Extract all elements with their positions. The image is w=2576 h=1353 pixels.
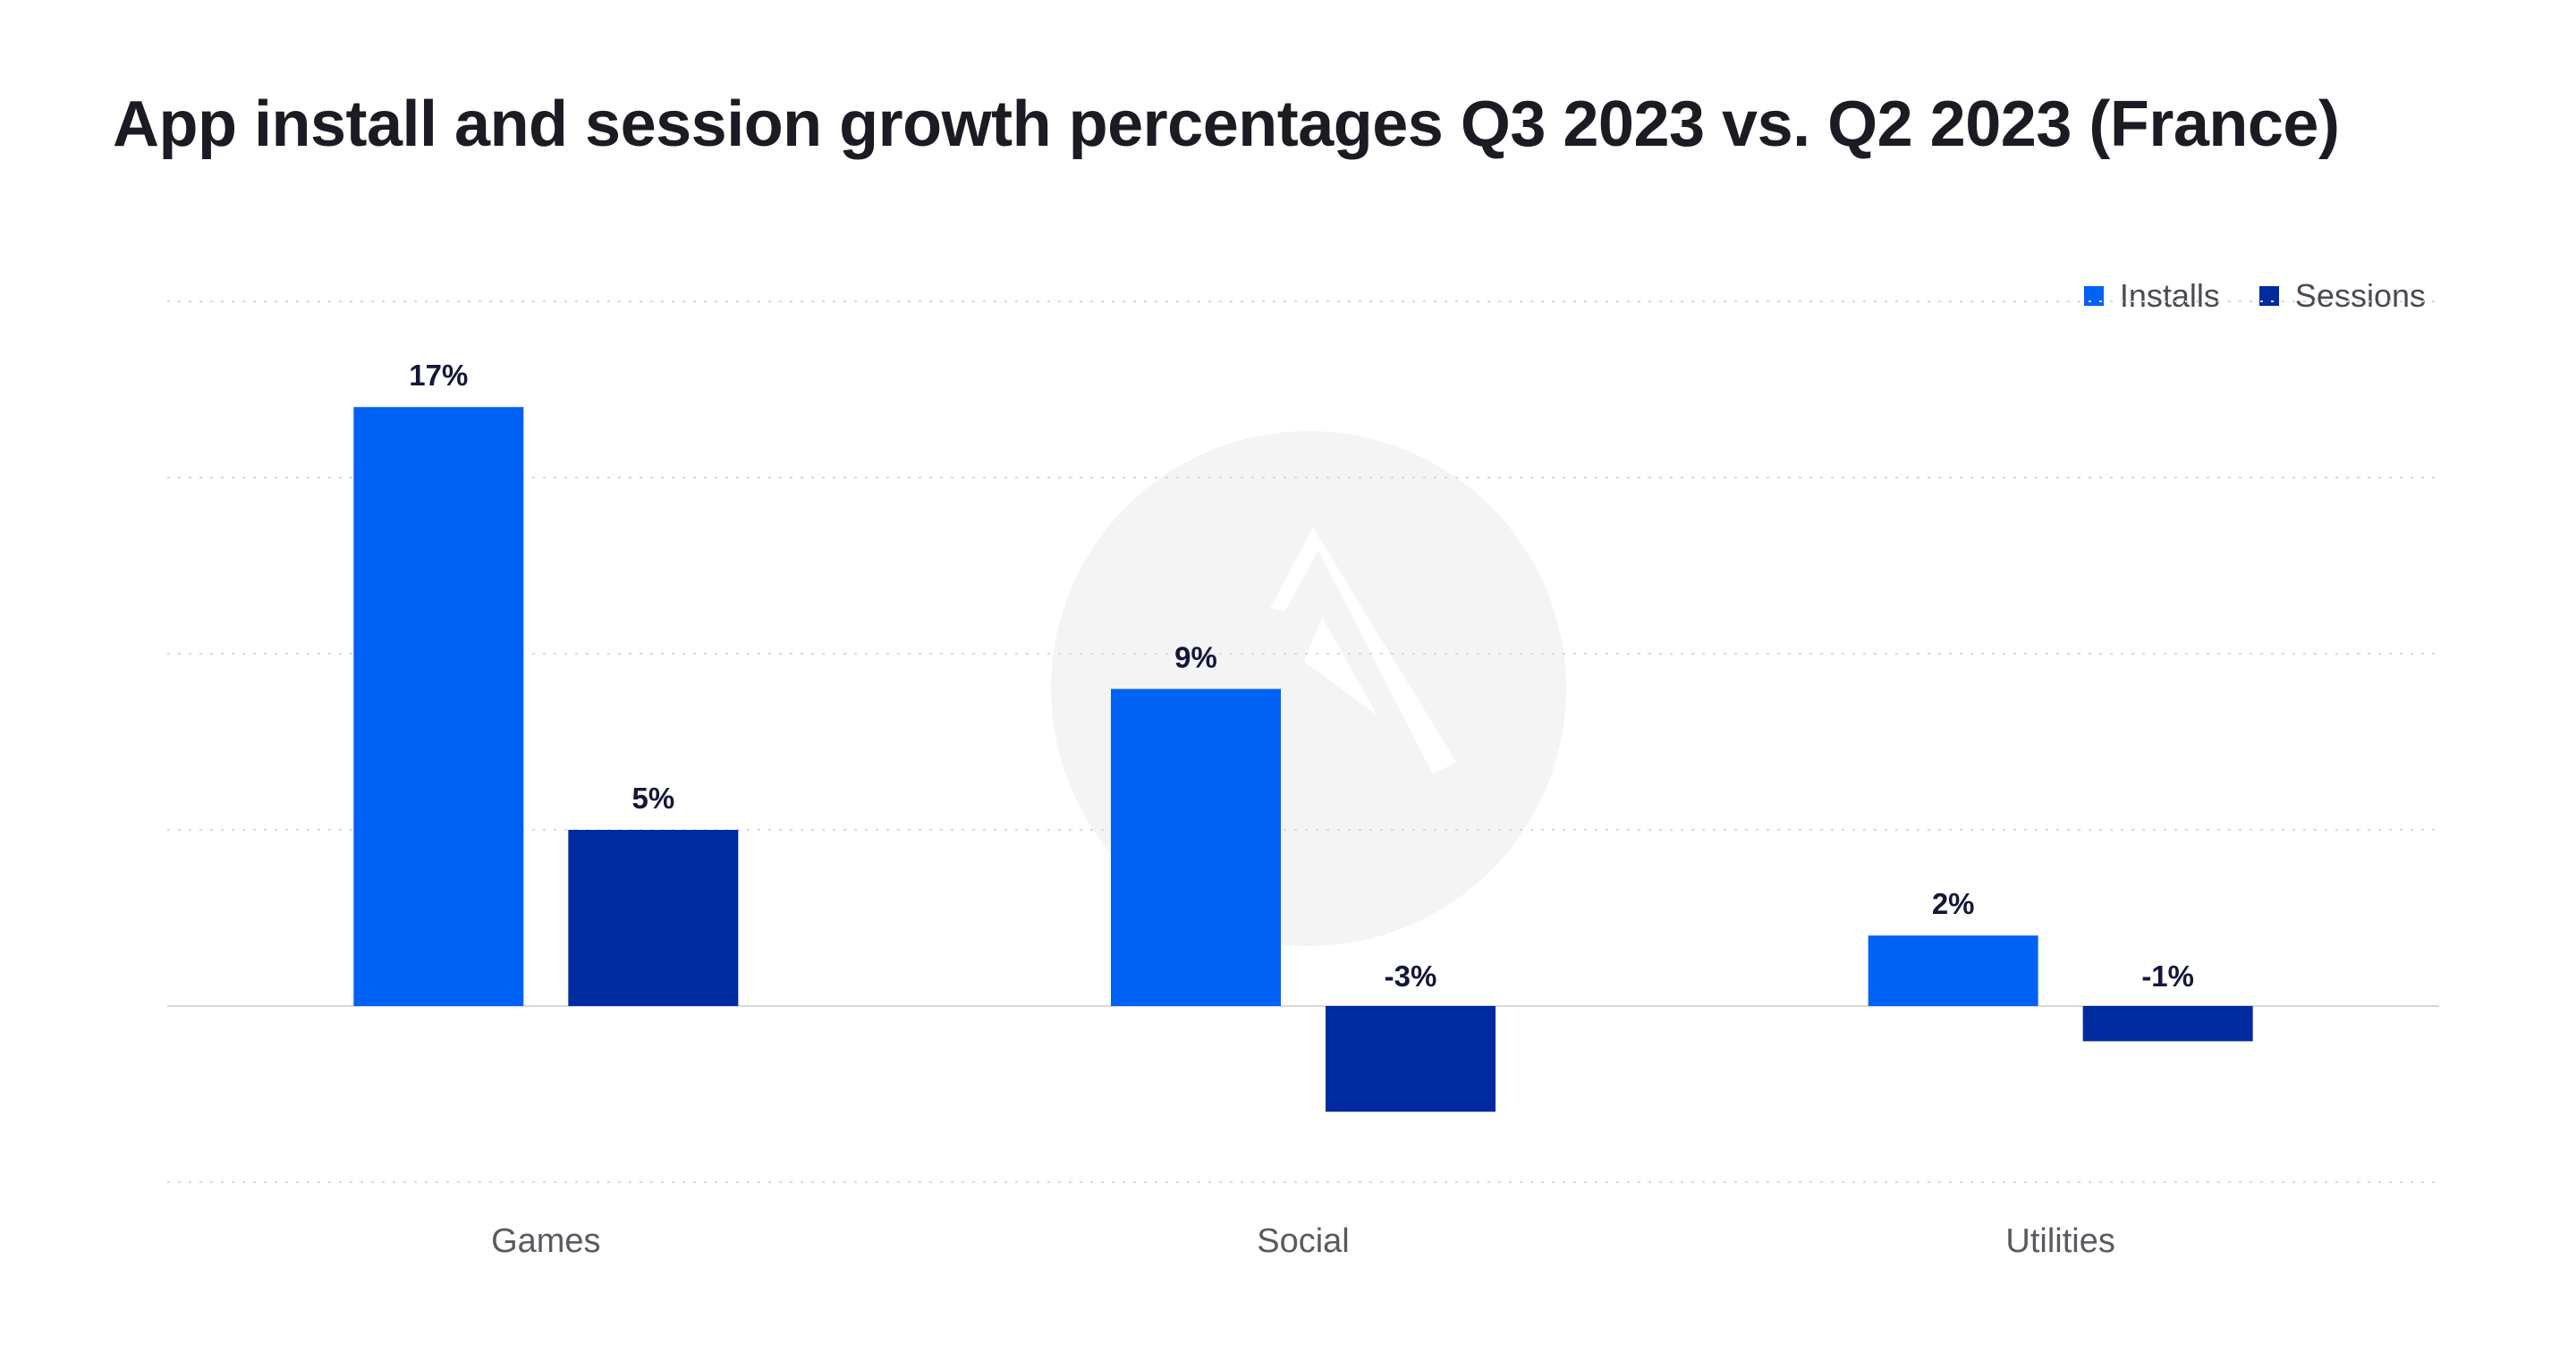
legend-swatch-sessions (2258, 286, 2279, 306)
legend-item-sessions: Sessions (2258, 277, 2426, 315)
bar-sessions-games (568, 830, 739, 1006)
data-label: 2% (1932, 887, 1975, 920)
x-tick-label: Utilities (2005, 1222, 2114, 1260)
gridlines (167, 300, 2439, 1183)
chart-legend: Installs Sessions (2083, 277, 2426, 315)
legend-label-installs: Installs (2119, 277, 2220, 314)
bar-installs-utilities (1868, 935, 2038, 1006)
x-axis-tick-labels: Games Social Utilities (491, 1222, 2115, 1260)
chart-title: App install and session growth percentag… (113, 89, 2340, 160)
data-label: -1% (2141, 960, 2194, 993)
bar-sessions-social (1326, 1006, 1496, 1112)
data-label: -3% (1385, 960, 1437, 993)
data-label: 5% (631, 782, 674, 815)
bar-installs-games (353, 407, 524, 1006)
data-label: 9% (1174, 640, 1217, 673)
bar-installs-social (1111, 689, 1281, 1006)
bars (353, 407, 2253, 1112)
legend-label-sessions: Sessions (2294, 277, 2426, 314)
data-label: 17% (409, 359, 468, 392)
bar-sessions-utilities (2082, 1006, 2253, 1042)
x-tick-label: Games (491, 1222, 600, 1260)
data-labels: 17% 5% 9% -3% 2% -1% (409, 359, 2194, 993)
x-tick-label: Social (1257, 1222, 1350, 1260)
legend-item-installs: Installs (2083, 277, 2220, 315)
